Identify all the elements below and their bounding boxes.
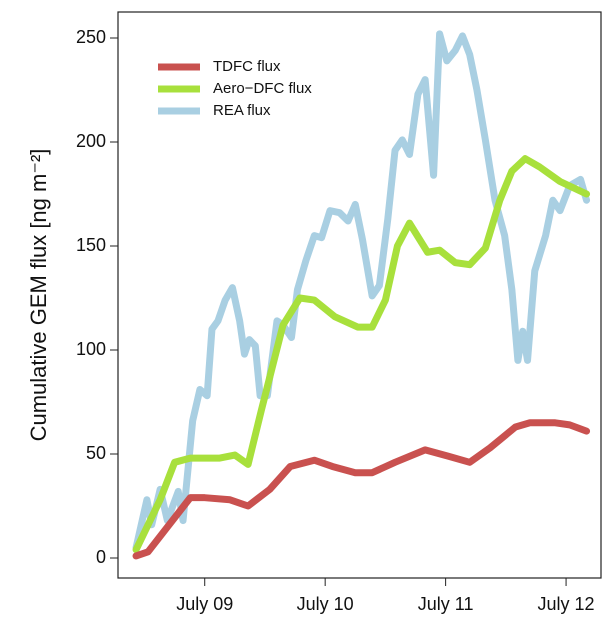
y-tick-label: 250 [76, 27, 106, 47]
y-tick-label: 100 [76, 339, 106, 359]
y-tick-label: 50 [86, 443, 106, 463]
series-line [132, 155, 591, 554]
y-axis-label: Cumulative GEM flux [ng m⁻²] [26, 149, 51, 442]
x-tick-label: July 10 [297, 594, 354, 614]
series-line [132, 419, 591, 560]
legend-label: TDFC flux [213, 58, 281, 75]
legend-label: REA flux [213, 102, 271, 119]
plot-frame [117, 11, 602, 579]
y-tick-label: 200 [76, 131, 106, 151]
legend-label: Aero−DFC flux [213, 80, 312, 97]
series-line [132, 30, 591, 552]
y-tick-label: 150 [76, 235, 106, 255]
y-tick-label: 0 [96, 547, 106, 567]
x-tick-label: July 11 [418, 594, 474, 614]
x-tick-label: July 09 [176, 594, 233, 614]
x-tick-label: July 12 [538, 594, 595, 614]
